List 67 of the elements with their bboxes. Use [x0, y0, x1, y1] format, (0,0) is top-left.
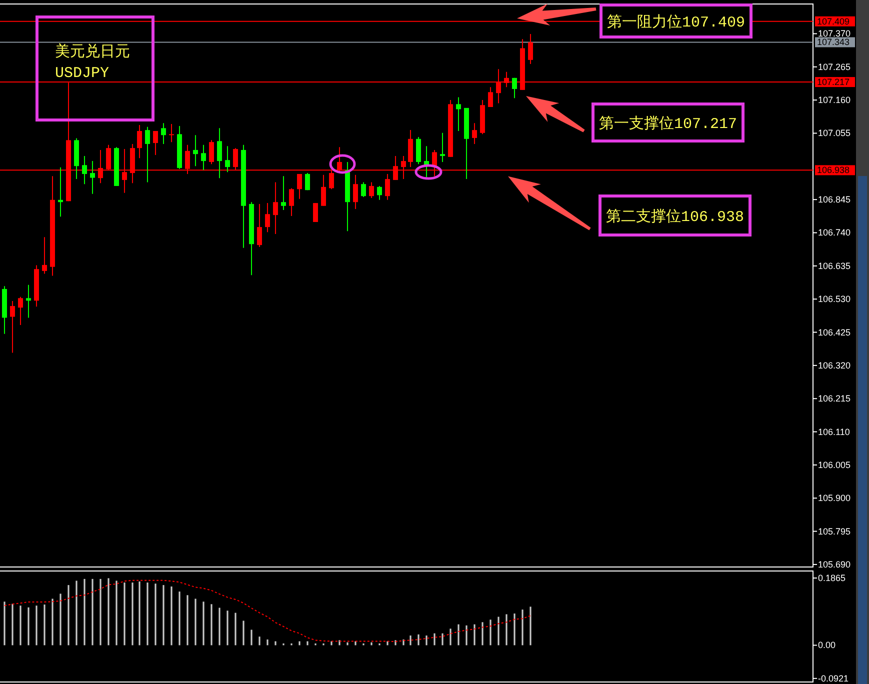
candlestick: [153, 130, 158, 156]
candlestick: [265, 202, 270, 233]
ref-line-label: 107.409: [817, 16, 850, 26]
candlestick: [377, 185, 382, 200]
candlestick: [137, 124, 142, 159]
candlestick: [193, 134, 198, 167]
candlestick: [472, 122, 477, 144]
y-tick-label: 106.215: [818, 394, 851, 404]
candlestick: [528, 34, 533, 65]
y-tick-label: 105.690: [818, 559, 851, 570]
candlestick: [90, 160, 95, 194]
candlestick: [26, 284, 31, 318]
candlestick: [305, 172, 310, 191]
y-tick-label: 107.055: [818, 128, 851, 138]
y-tick-label: 106.845: [818, 194, 851, 205]
ref-line-label: 107.343: [817, 37, 850, 48]
y-tick-label: 106.320: [818, 360, 851, 370]
annotation: USDJPY: [55, 65, 110, 82]
annotation: 第一支撑位107.217: [599, 115, 738, 133]
candlestick: [385, 173, 390, 200]
candlestick: [321, 174, 326, 206]
candlestick: [82, 155, 87, 185]
candlestick: [297, 173, 302, 200]
annotation: 第一阻力位107.409: [607, 14, 746, 32]
candlestick: [58, 166, 63, 218]
candlestick: [18, 296, 23, 326]
candlestick: [145, 126, 150, 183]
candlestick: [42, 236, 47, 274]
candlestick: [209, 140, 214, 165]
candlestick: [161, 122, 166, 144]
candlestick: [217, 128, 222, 179]
candlestick: [361, 182, 366, 198]
y-tick-label: 106.425: [818, 327, 851, 338]
candlestick: [416, 136, 421, 165]
ref-line-label: 107.217: [817, 77, 850, 88]
candlestick: [225, 146, 230, 173]
y-tick-label: 0.1865: [818, 573, 846, 584]
candlestick: [512, 77, 517, 99]
y-tick-label: 105.795: [818, 526, 851, 536]
candlestick: [440, 132, 445, 162]
annotation: 第二支撑位106.938: [606, 208, 744, 226]
y-tick-label: 106.005: [818, 460, 851, 470]
y-tick-label: 105.900: [818, 493, 851, 504]
y-tick-label: 107.265: [818, 62, 851, 72]
y-tick-label: 107.160: [818, 95, 851, 106]
candlestick: [201, 144, 206, 171]
candlestick: [353, 174, 358, 210]
candlestick: [10, 300, 15, 354]
y-tick-label: 106.530: [818, 294, 851, 304]
line-series: [4, 580, 531, 642]
candlestick: [273, 182, 278, 234]
candlestick: [488, 86, 493, 108]
y-tick-label: -0.0921: [818, 673, 849, 684]
y-tick-label: 106.110: [818, 426, 850, 437]
candlestick: [456, 96, 461, 132]
ref-line-label: 106.938: [817, 165, 850, 176]
candlestick: [169, 124, 174, 143]
y-tick-label: 106.635: [818, 260, 851, 271]
candlestick: [369, 182, 374, 198]
y-tick-label: 107.370: [818, 28, 851, 39]
candlestick: [408, 130, 413, 168]
y-tick-label: 0.00: [818, 640, 836, 650]
candlestick: [289, 188, 294, 216]
y-tick-label: 106.740: [818, 228, 851, 238]
candlestick: [257, 203, 262, 248]
candlestick: [281, 176, 286, 210]
annotation: 美元兑日元: [55, 43, 130, 61]
